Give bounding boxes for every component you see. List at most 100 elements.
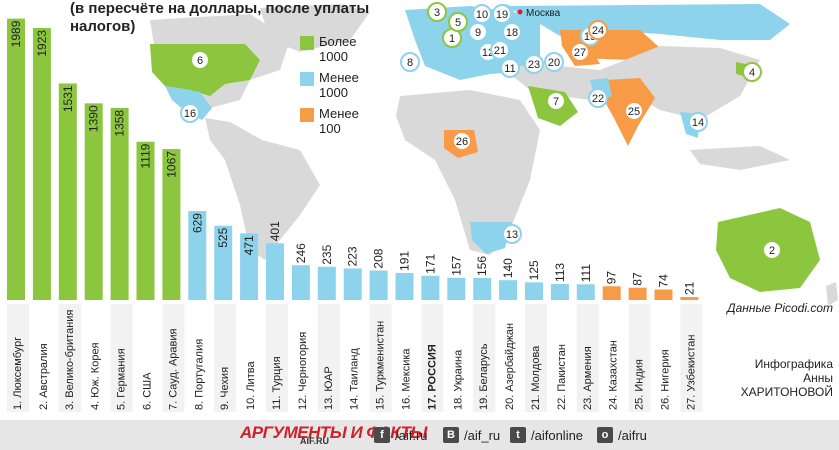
category-label-15: 15. Туркменистан	[375, 321, 387, 410]
bar-value-label-11: 401	[268, 221, 282, 241]
category-strip-3	[58, 304, 81, 412]
category-label-14: 14. Таиланд	[349, 348, 361, 410]
bar-value-label-15: 208	[372, 248, 386, 268]
social-link-odnoklassniki[interactable]: o /aifru	[597, 427, 647, 443]
bar-6	[136, 141, 155, 300]
bar-value-label-14: 223	[346, 246, 360, 266]
bar-value-label-26: 74	[657, 274, 671, 288]
social-label-twitter: /aifonline	[531, 427, 584, 443]
map-rank-number-19: 19	[496, 9, 508, 21]
map-rank-marker-20	[544, 52, 564, 72]
map-land-usa	[150, 44, 260, 96]
bar-5	[110, 107, 129, 300]
bar-value-label-10: 471	[242, 235, 256, 255]
category-label-18: 18. Украина	[452, 349, 464, 410]
category-strip-22	[550, 304, 573, 412]
map-rank-marker-26	[452, 131, 472, 151]
data-source-credit: Данные Picodi.com	[727, 301, 833, 315]
map-rank-marker-13	[502, 224, 522, 244]
category-strip-10	[240, 304, 263, 412]
social-label-odnoklassniki: /aifru	[618, 427, 647, 443]
chart-subtitle: (в пересчёте на доллары, после уплаты на…	[70, 0, 370, 35]
category-label-13: 13. ЮАР	[323, 366, 335, 410]
bar-value-label-5: 1358	[113, 110, 127, 137]
category-label-23: 23. Армения	[582, 346, 594, 410]
map-rank-number-14: 14	[692, 117, 704, 129]
bar-value-label-25: 87	[631, 272, 645, 286]
category-label-4: 4. Юж. Корея	[90, 342, 102, 410]
social-link-vk[interactable]: B /aif_ru	[443, 427, 500, 443]
category-label-10: 10. Литва	[245, 361, 257, 410]
social-link-twitter[interactable]: t /aifonline	[510, 427, 583, 443]
bar-7	[162, 149, 181, 300]
bar-value-label-18: 157	[449, 255, 463, 275]
map-rank-number-23: 23	[528, 59, 540, 71]
category-label-19: 19. Беларусь	[478, 343, 490, 410]
category-strip-19	[473, 304, 496, 412]
category-strip-14	[343, 304, 366, 412]
bar-15	[369, 270, 388, 300]
bar-4	[84, 103, 103, 301]
bar-value-label-17: 171	[423, 253, 437, 273]
category-label-16: 16. Мексика	[401, 348, 413, 410]
map-rank-marker-18	[502, 22, 522, 42]
map-rank-marker-27	[570, 42, 590, 62]
map-rank-number-8: 8	[407, 57, 413, 69]
category-strip-2	[32, 304, 55, 412]
category-strip-7	[162, 304, 185, 412]
category-strip-25	[628, 304, 651, 412]
map-rank-marker-2	[762, 240, 782, 260]
bar-value-label-3: 1531	[61, 85, 75, 112]
map-rank-number-16: 16	[184, 108, 196, 120]
bar-2	[32, 27, 51, 301]
category-label-27: 27. Узбекистан	[685, 335, 697, 411]
map-rank-number-27: 27	[574, 47, 586, 59]
category-strip-13	[317, 304, 340, 412]
category-strip-20	[499, 304, 522, 412]
category-strip-12	[291, 304, 314, 412]
brand-site[interactable]: AIF.RU	[300, 436, 329, 446]
bar-1	[7, 18, 25, 300]
category-label-3: 3. Велико-британия	[64, 310, 76, 410]
legend-item-low: Менее 100	[300, 106, 376, 136]
bar-value-label-1: 1989	[9, 20, 23, 47]
category-strip-6	[136, 304, 159, 412]
bar-3	[58, 83, 77, 300]
category-label-12: 12. Черногория	[297, 332, 309, 410]
category-label-8: 8. Португалия	[193, 339, 205, 410]
category-strip-5	[110, 304, 133, 412]
category-label-1: 1. Люксембург	[12, 337, 24, 410]
category-label-22: 22. Пакистан	[556, 344, 568, 410]
bar-22	[550, 284, 569, 300]
bar-25	[628, 287, 647, 300]
bar-14	[343, 268, 362, 300]
bar-value-label-24: 97	[605, 271, 619, 285]
category-label-11: 11. Турция	[271, 356, 283, 410]
bar-value-label-4: 1390	[87, 105, 101, 132]
footer-bar: АРГУМЕНТЫ И ФАКТЫ AIF.RU f /aif.ru B /ai…	[0, 420, 839, 450]
category-strip-1	[7, 304, 29, 412]
map-rank-number-13: 13	[506, 229, 518, 241]
bar-12	[291, 265, 310, 300]
bar-value-label-22: 113	[553, 263, 567, 282]
category-label-17: 17. РОССИЯ	[426, 344, 438, 410]
map-rank-number-18: 18	[506, 27, 518, 39]
bar-21	[525, 282, 543, 300]
category-label-20: 20. Азербайджан	[504, 323, 516, 410]
category-label-9: 9. Чехия	[219, 367, 231, 410]
bar-value-label-23: 111	[579, 264, 593, 283]
legend-label-low: Менее 100	[319, 106, 359, 136]
map-rank-marker-24	[588, 20, 608, 40]
bar-13	[317, 266, 336, 300]
social-link-facebook[interactable]: f /aif.ru	[374, 427, 428, 443]
category-label-7: 7. Сауд. Аравия	[167, 328, 179, 410]
category-label-6: 6. США	[142, 372, 154, 410]
legend-swatch-high	[300, 36, 314, 50]
category-label-24: 24. Казахстан	[608, 340, 620, 410]
bar-value-label-19: 156	[475, 256, 489, 276]
bar-9	[214, 225, 233, 300]
legend-label-high: Более 1000	[319, 34, 357, 64]
bar-value-label-21: 125	[527, 260, 541, 280]
